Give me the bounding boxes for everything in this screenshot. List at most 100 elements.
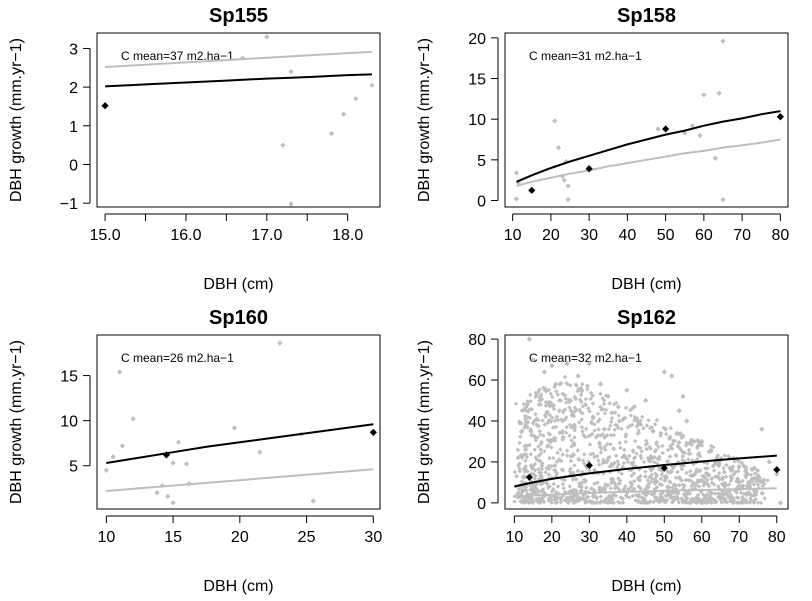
observed-point [556, 457, 562, 462]
observed-point [524, 452, 529, 457]
observed-point [696, 450, 702, 456]
observed-point [515, 490, 521, 495]
observed-point [714, 455, 720, 461]
observed-point [623, 434, 628, 439]
observed-point [743, 475, 749, 480]
observed-point [525, 401, 530, 406]
observed-point [551, 486, 556, 492]
observed-point [577, 484, 582, 489]
observed-point [654, 473, 660, 478]
observed-point [774, 471, 780, 477]
observed-point [562, 407, 568, 412]
observed-point [622, 486, 627, 491]
observed-point [723, 474, 729, 480]
observed-point [671, 438, 676, 444]
observed-point [575, 468, 581, 474]
observed-point [715, 460, 720, 466]
observed-point [602, 447, 608, 452]
observed-point [688, 478, 693, 483]
observed-point [750, 467, 755, 473]
observed-point [560, 467, 566, 473]
observed-point [699, 438, 705, 445]
observed-point [621, 460, 626, 466]
observed-point [625, 456, 630, 462]
observed-point [755, 468, 761, 473]
class-mean-point [525, 473, 533, 481]
observed-point [553, 500, 559, 505]
observed-point [671, 482, 677, 487]
observed-point [548, 391, 553, 396]
observed-point [521, 452, 527, 457]
observed-point [582, 492, 587, 497]
observed-point [701, 460, 707, 465]
observed-point [517, 440, 522, 446]
observed-point [619, 426, 624, 432]
observed-point [536, 402, 541, 407]
observed-point [619, 471, 625, 477]
observed-point [673, 475, 679, 480]
observed-point [665, 447, 671, 453]
observed-point [555, 484, 561, 489]
observed-point [542, 490, 547, 496]
observed-point [709, 480, 715, 486]
observed-point [595, 433, 601, 438]
observed-point [642, 496, 647, 501]
observed-point [595, 411, 601, 416]
x-tick-label: 30 [580, 529, 598, 546]
observed-point [518, 499, 523, 504]
y-tick-label: −1 [60, 196, 78, 213]
observed-point [709, 500, 714, 506]
class-mean-point [585, 461, 593, 469]
observed-point [583, 498, 588, 504]
observed-point [747, 500, 753, 505]
observed-point [623, 439, 628, 445]
observed-point [747, 481, 753, 486]
observed-point [565, 183, 571, 189]
observed-point [651, 466, 656, 471]
class-mean-point [662, 125, 670, 133]
observed-point [637, 445, 643, 451]
observed-point [541, 369, 547, 375]
observed-point [647, 474, 653, 480]
observed-point [736, 479, 742, 485]
observed-point [735, 476, 740, 481]
observed-point [717, 495, 722, 501]
observed-point [632, 414, 638, 420]
observed-point [635, 422, 641, 428]
observed-point [590, 401, 596, 406]
observed-point [644, 423, 650, 428]
observed-point [632, 479, 637, 484]
observed-point [608, 500, 613, 505]
observed-point [523, 419, 528, 424]
observed-point [758, 500, 764, 506]
observed-point [641, 459, 647, 465]
observed-point [634, 451, 639, 456]
observed-point [597, 417, 602, 422]
observed-point [637, 478, 643, 483]
observed-point [723, 490, 729, 496]
observed-point [547, 404, 553, 409]
chart-title: Sp162 [617, 307, 676, 329]
observed-point [748, 478, 754, 483]
x-axis-label: DBH (cm) [203, 578, 273, 595]
observed-point [564, 453, 570, 458]
y-tick-label: 15 [468, 72, 486, 89]
observed-point [641, 426, 646, 431]
observed-point [740, 495, 745, 500]
observed-point [532, 476, 537, 481]
observed-point [544, 409, 549, 415]
observed-point [642, 397, 649, 404]
observed-point [638, 486, 643, 491]
observed-point [551, 436, 557, 441]
observed-point [609, 416, 615, 421]
observed-point [686, 457, 691, 462]
observed-point [680, 393, 686, 400]
observed-point [627, 495, 632, 500]
observed-point [552, 384, 557, 390]
observed-point [686, 451, 691, 456]
observed-point [533, 411, 538, 417]
observed-point [580, 382, 585, 387]
x-tick-label: 70 [733, 227, 751, 244]
observed-point [528, 427, 533, 432]
x-axis-label: DBH (cm) [611, 578, 681, 595]
